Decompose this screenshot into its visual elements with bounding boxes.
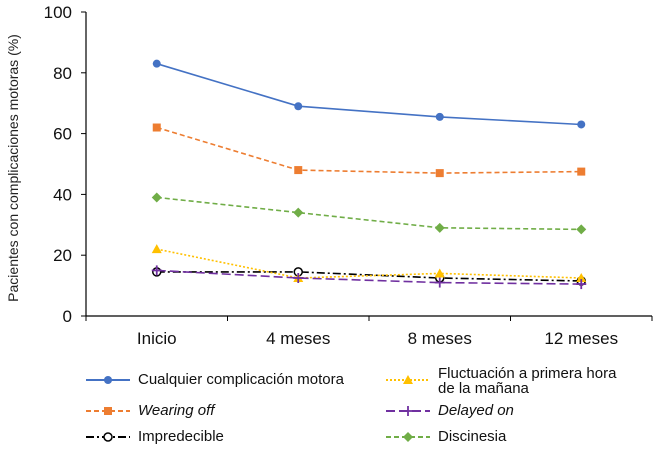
data-point (434, 277, 445, 288)
data-point (151, 265, 162, 276)
y-tick-labels: 0 20 40 60 80 100 (44, 3, 72, 326)
series-4 (151, 265, 587, 290)
data-point (576, 273, 587, 282)
series-group (151, 59, 587, 290)
data-point (434, 222, 445, 233)
data-point (152, 59, 161, 68)
data-point (294, 166, 303, 175)
series-line (156, 248, 582, 279)
x-tick-labels: Inicio 4 meses 8 meses 12 meses (137, 329, 618, 348)
x-tick-label: 4 meses (266, 329, 330, 348)
data-point (293, 207, 304, 218)
series-line (156, 126, 582, 174)
series-5 (151, 192, 587, 235)
series-line (156, 196, 582, 231)
data-point (151, 192, 162, 203)
x-tick-label: Inicio (137, 329, 177, 348)
series-1 (152, 123, 586, 178)
series-line (156, 271, 582, 282)
series-2 (152, 267, 586, 286)
data-point (152, 123, 161, 132)
series-0 (152, 59, 586, 129)
x-tick-label: 12 meses (544, 329, 618, 348)
y-tick-label: 100 (44, 3, 72, 22)
data-point (294, 102, 303, 111)
data-point (576, 279, 587, 290)
data-point (435, 169, 444, 178)
y-tick-label: 0 (63, 307, 72, 326)
x-tick-label: 8 meses (408, 329, 472, 348)
data-point (577, 167, 586, 176)
series-line (156, 269, 582, 285)
axes (81, 11, 653, 321)
y-tick-label: 40 (53, 185, 72, 204)
data-point (435, 112, 444, 121)
data-point (576, 224, 587, 235)
data-point (577, 120, 586, 129)
data-point (151, 244, 162, 254)
data-point (434, 268, 445, 278)
series-line (156, 62, 582, 126)
data-point (293, 273, 304, 283)
y-axis-title: Pacientes con complicaciones motoras (%) (5, 34, 21, 302)
y-axis-label: Pacientes con complicaciones motoras (%) (5, 34, 21, 302)
y-tick-label: 60 (53, 125, 72, 144)
series-3 (151, 244, 587, 282)
y-tick-label: 80 (53, 64, 72, 83)
y-tick-label: 20 (53, 246, 72, 265)
